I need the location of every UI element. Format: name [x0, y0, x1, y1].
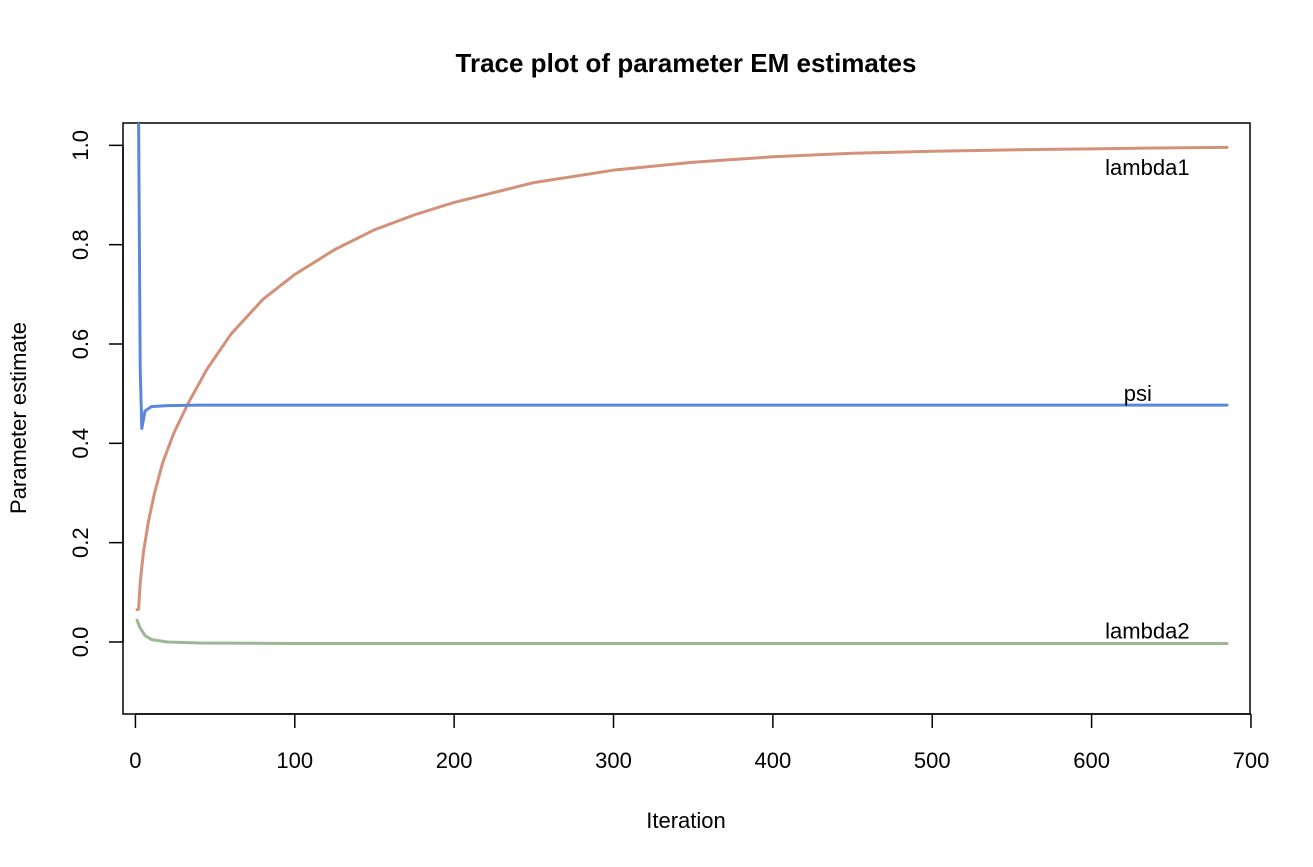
y-tick-label: 0.4 [68, 428, 93, 459]
series-label-lambda1: lambda1 [1105, 155, 1189, 180]
x-tick-label: 300 [595, 748, 632, 773]
series-line-lambda1 [135, 145, 1229, 612]
chart-title: Trace plot of parameter EM estimates [456, 48, 917, 78]
y-tick-label: 0.2 [68, 527, 93, 558]
y-axis-label: Parameter estimate [6, 322, 31, 514]
x-tick-label: 700 [1233, 748, 1270, 773]
y-tick-label: 1.0 [68, 130, 93, 161]
x-tick-label: 600 [1073, 748, 1110, 773]
y-tick-label: 0.6 [68, 329, 93, 360]
series-line-lambda2 [135, 618, 1229, 645]
series-layer [135, 123, 1229, 645]
x-axis-label: Iteration [646, 808, 726, 833]
x-tick-label: 500 [914, 748, 951, 773]
series-label-psi: psi [1124, 381, 1152, 406]
series-line-psi [137, 123, 1229, 430]
x-tick-label: 0 [129, 748, 141, 773]
series-label-lambda2: lambda2 [1105, 619, 1189, 644]
x-tick-label: 200 [436, 748, 473, 773]
x-tick-label: 400 [755, 748, 792, 773]
x-axis: 0 100 200 300 400 500 600 700 [129, 713, 1270, 773]
plot-frame [122, 122, 1251, 715]
y-tick-label: 0.0 [68, 627, 93, 658]
y-tick-label: 0.8 [68, 229, 93, 260]
x-tick-label: 100 [276, 748, 313, 773]
y-axis: 0.0 0.2 0.4 0.6 0.8 1.0 [68, 130, 124, 658]
series-label-layer: lambda1 psi lambda2 [1105, 155, 1189, 643]
